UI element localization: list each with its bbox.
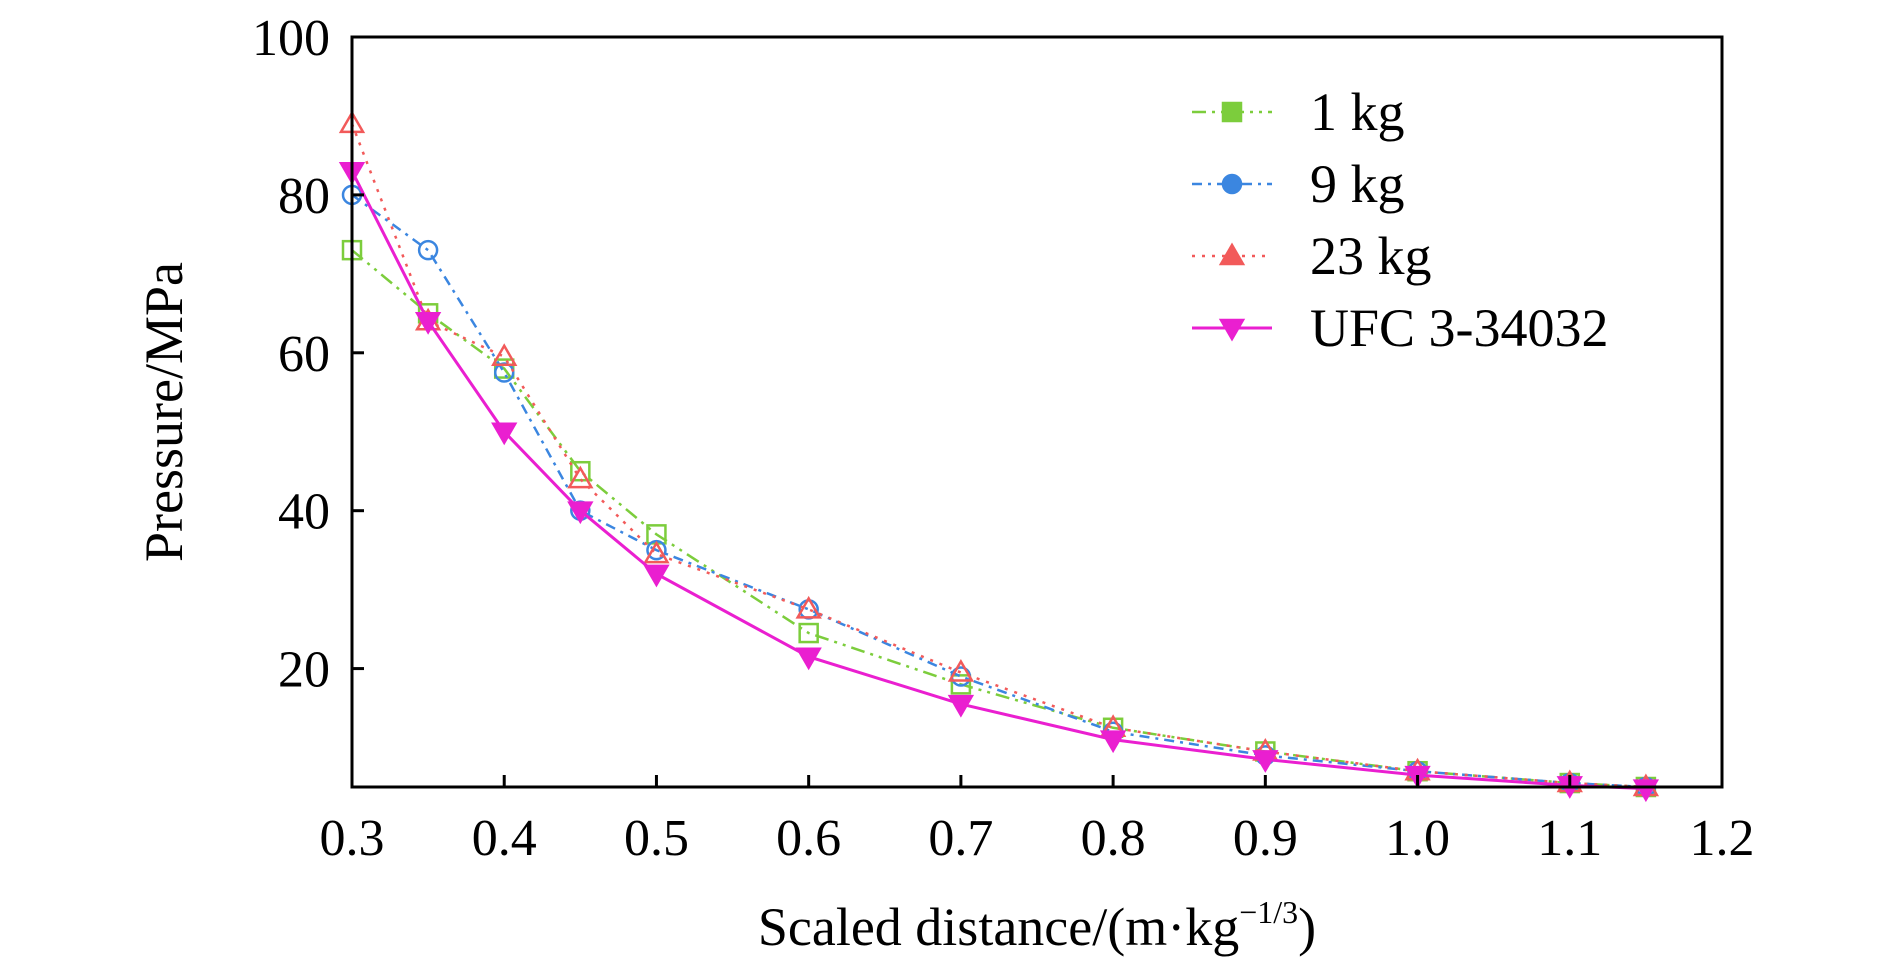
series-3 bbox=[338, 161, 1660, 803]
series-line bbox=[351, 193, 1646, 789]
legend-entry: UFC 3-34032 bbox=[1192, 298, 1609, 358]
x-tick-label: 0.4 bbox=[472, 810, 537, 867]
x-tick-label: 0.9 bbox=[1233, 810, 1298, 867]
x-tick-label: 1.2 bbox=[1690, 810, 1755, 867]
series-line bbox=[350, 170, 1646, 791]
legend-marker bbox=[1218, 242, 1246, 266]
legend-entry: 9 kg bbox=[1192, 154, 1405, 214]
legend-label: UFC 3-34032 bbox=[1310, 298, 1609, 358]
plot-frame bbox=[350, 35, 1724, 789]
y-tick-label: 20 bbox=[278, 642, 330, 699]
x-tick-label: 0.5 bbox=[624, 810, 689, 867]
data-point bbox=[491, 343, 518, 366]
legend-label: 23 kg bbox=[1310, 226, 1432, 286]
data-point bbox=[947, 659, 975, 682]
x-tick-label: 0.8 bbox=[1081, 810, 1146, 867]
data-point bbox=[643, 540, 670, 564]
legend-label: 9 kg bbox=[1310, 154, 1405, 214]
x-tick-label: 1.0 bbox=[1385, 810, 1450, 867]
x-tick-label: 0.6 bbox=[776, 810, 841, 867]
plot-area bbox=[338, 110, 1660, 803]
x-tick-label: 0.7 bbox=[928, 810, 993, 867]
series-line bbox=[350, 123, 1646, 789]
legend-marker bbox=[1221, 173, 1243, 195]
data-point bbox=[1632, 779, 1660, 803]
data-point bbox=[950, 674, 972, 695]
data-point bbox=[567, 501, 594, 525]
y-tick-label: 40 bbox=[278, 484, 330, 541]
data-point bbox=[798, 622, 819, 644]
x-tick-label: 0.3 bbox=[320, 810, 385, 867]
data-point bbox=[947, 694, 975, 718]
data-point bbox=[1099, 730, 1127, 754]
legend-marker bbox=[1218, 318, 1246, 342]
legend-marker bbox=[1221, 101, 1243, 123]
legend-label: 1 kg bbox=[1310, 82, 1405, 142]
legend-entry: 23 kg bbox=[1192, 226, 1432, 286]
y-tick-label: 100 bbox=[252, 10, 330, 67]
x-tick-label: 1.1 bbox=[1537, 810, 1602, 867]
legend-entry: 1 kg bbox=[1192, 82, 1405, 142]
data-point bbox=[567, 465, 594, 489]
data-point bbox=[414, 311, 442, 335]
y-axis-title: Pressure/MPa bbox=[134, 262, 194, 562]
data-point bbox=[491, 422, 518, 446]
y-tick-label: 80 bbox=[278, 168, 330, 225]
x-axis-title: Scaled distance/(m·kg−1/3) bbox=[758, 894, 1316, 957]
legend: 1 kg 9 kg 23 kg UFC 3-34032 bbox=[1192, 82, 1609, 358]
data-point bbox=[417, 239, 439, 261]
y-tick-label: 60 bbox=[278, 326, 330, 383]
data-point bbox=[795, 647, 822, 671]
series-1 bbox=[341, 184, 1657, 798]
data-point bbox=[795, 595, 822, 619]
data-point bbox=[1252, 750, 1279, 773]
ticks: 0.3 0.4 0.5 0.6 0.7 0.8 0.9 1.0 1.1 1.2 20 40 60 80 10… bbox=[252, 10, 1755, 867]
data-point bbox=[643, 564, 670, 588]
series-2 bbox=[338, 110, 1660, 797]
